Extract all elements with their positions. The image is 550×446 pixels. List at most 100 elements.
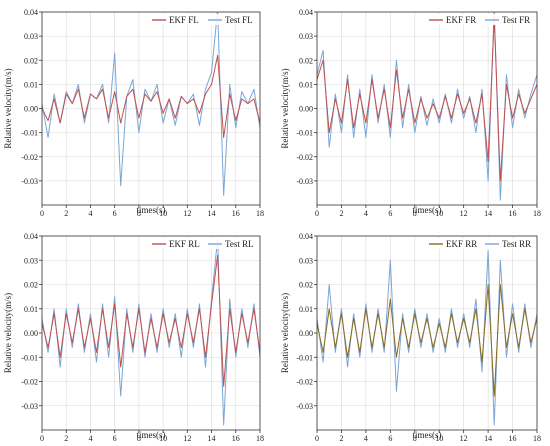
x-tick-label: 0 — [40, 434, 44, 443]
x-tick-label: 18 — [533, 434, 541, 443]
legend: EKF RR Test RR — [425, 238, 535, 249]
x-tick-label: 6 — [388, 209, 392, 218]
x-tick-label: 16 — [232, 209, 240, 218]
x-tick-label: 8 — [137, 434, 141, 443]
y-tick-label: 0.00 — [299, 105, 313, 114]
x-tick-label: 2 — [339, 434, 343, 443]
legend-label: Test FL — [225, 15, 253, 25]
x-tick-label: 6 — [388, 434, 392, 443]
x-tick-label: 4 — [364, 209, 368, 218]
series-line-ekf-rl — [42, 254, 260, 387]
chart-panel-fr: 0 2 4 6 8 10 12 14 16 18 -0.03 -0.02 -0.01 0.00 0.01 0.… — [280, 8, 541, 218]
x-tick-label: 10 — [159, 434, 167, 443]
x-tick-label: 18 — [256, 209, 264, 218]
y-tick-label: 0.00 — [299, 329, 313, 338]
x-tick-label: 4 — [88, 434, 92, 443]
x-tick-label: 0 — [40, 209, 44, 218]
series-line-test-rl — [42, 237, 260, 426]
y-tick-label: 0.01 — [24, 80, 38, 89]
legend-box — [148, 14, 258, 25]
chart-panel-rr: 0 2 4 6 8 10 12 14 16 18 -0.03 -0.02 -0.01 0.00 0.01 0.… — [280, 232, 541, 443]
x-tick-label: 4 — [364, 434, 368, 443]
y-tick-label: -0.02 — [296, 153, 313, 162]
y-tick-label: 0.03 — [299, 32, 313, 41]
y-tick-label: 0.00 — [24, 329, 38, 338]
y-tick-label: 0.01 — [299, 80, 313, 89]
x-tick-label: 0 — [315, 434, 319, 443]
series-line-test-rr — [317, 250, 537, 426]
chart-panel-rl: 0 2 4 6 8 10 12 14 16 18 -0.03 -0.02 -0.01 0.00 0.01 0.… — [3, 232, 264, 443]
y-tick-label: 0.03 — [24, 32, 38, 41]
y-tick-label: 0.03 — [299, 256, 313, 265]
x-tick-label: 18 — [256, 434, 264, 443]
y-tick-label: 0.04 — [24, 232, 38, 241]
x-tick-label: 18 — [533, 209, 541, 218]
series-line-ekf-fr — [317, 16, 537, 182]
y-tick-label: -0.03 — [21, 402, 38, 411]
x-tick-label: 2 — [64, 434, 68, 443]
y-tick-label: 0.02 — [24, 56, 38, 65]
y-tick-label: 0.02 — [299, 281, 313, 290]
x-tick-label: 12 — [460, 209, 468, 218]
x-tick-label: 8 — [137, 209, 141, 218]
x-tick-label: 2 — [339, 209, 343, 218]
x-tick-label: 12 — [183, 434, 191, 443]
x-axis-label: times(s) — [413, 430, 442, 440]
x-axis-label: times(s) — [413, 205, 442, 215]
x-tick-label: 2 — [64, 209, 68, 218]
y-tick-label: -0.01 — [296, 353, 313, 362]
legend: EKF RL Test RL — [148, 238, 258, 249]
y-tick-label: 0.04 — [299, 232, 313, 241]
x-tick-label: 16 — [509, 434, 517, 443]
x-tick-label: 10 — [435, 434, 443, 443]
x-tick-label: 12 — [460, 434, 468, 443]
legend: EKF FR Test FR — [425, 14, 535, 25]
legend-label: Test RL — [225, 239, 254, 249]
y-tick-label: 0.02 — [299, 56, 313, 65]
y-tick-label: -0.03 — [21, 177, 38, 186]
y-tick-label: -0.03 — [296, 402, 313, 411]
x-tick-label: 10 — [159, 209, 167, 218]
y-tick-label: -0.01 — [21, 129, 38, 138]
legend-label: EKF RR — [446, 239, 477, 249]
legend-box — [425, 238, 535, 249]
x-tick-label: 14 — [208, 209, 216, 218]
x-tick-label: 10 — [435, 209, 443, 218]
x-tick-label: 6 — [113, 209, 117, 218]
y-tick-label: 0.04 — [24, 8, 38, 17]
x-tick-label: 14 — [484, 434, 492, 443]
y-axis-label: Relative velocity(m/s) — [280, 68, 290, 148]
y-tick-label: 0.03 — [24, 256, 38, 265]
legend-box — [148, 238, 258, 249]
x-tick-label: 8 — [413, 209, 417, 218]
x-tick-label: 8 — [413, 434, 417, 443]
x-axis-label: times(s) — [137, 205, 166, 215]
y-tick-label: -0.02 — [296, 378, 313, 387]
y-tick-label: 0.00 — [24, 105, 38, 114]
x-tick-label: 0 — [315, 209, 319, 218]
legend-box — [425, 14, 535, 25]
y-tick-label: -0.01 — [296, 129, 313, 138]
y-tick-label: 0.04 — [299, 8, 313, 17]
legend-label: EKF FL — [169, 15, 199, 25]
legend-label: EKF FR — [446, 15, 476, 25]
x-tick-label: 16 — [232, 434, 240, 443]
x-tick-label: 14 — [208, 434, 216, 443]
y-tick-label: 0.01 — [24, 305, 38, 314]
y-tick-label: -0.02 — [21, 378, 38, 387]
x-tick-label: 12 — [183, 209, 191, 218]
x-tick-label: 16 — [509, 209, 517, 218]
x-tick-label: 6 — [113, 434, 117, 443]
chart-panel-fl: 0 2 4 6 8 10 12 14 16 18 -0.03 -0.02 -0.01 0.00 0.01 0.… — [3, 8, 264, 218]
x-tick-label: 4 — [88, 209, 92, 218]
y-tick-label: -0.01 — [21, 353, 38, 362]
series-line-ekf-rr — [317, 284, 537, 397]
y-axis-label: Relative velocity(m/s) — [280, 293, 290, 373]
x-axis-label: times(s) — [137, 430, 166, 440]
y-axis-label: Relative velocity(m/s) — [3, 293, 13, 373]
y-tick-label: 0.01 — [299, 305, 313, 314]
y-tick-label: 0.02 — [24, 281, 38, 290]
series-line-ekf-fl — [42, 54, 260, 138]
y-axis-label: Relative velocity(m/s) — [3, 68, 13, 148]
